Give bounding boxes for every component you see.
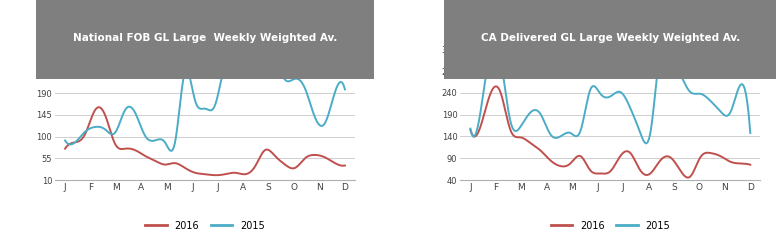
Title: National FOB GL Large  Weekly Weighted Av.: National FOB GL Large Weekly Weighted Av… xyxy=(73,33,337,43)
Title: CA Delivered GL Large Weekly Weighted Av.: CA Delivered GL Large Weekly Weighted Av… xyxy=(481,33,740,43)
Legend: 2016, 2015: 2016, 2015 xyxy=(546,217,674,234)
Legend: 2016, 2015: 2016, 2015 xyxy=(141,217,269,234)
